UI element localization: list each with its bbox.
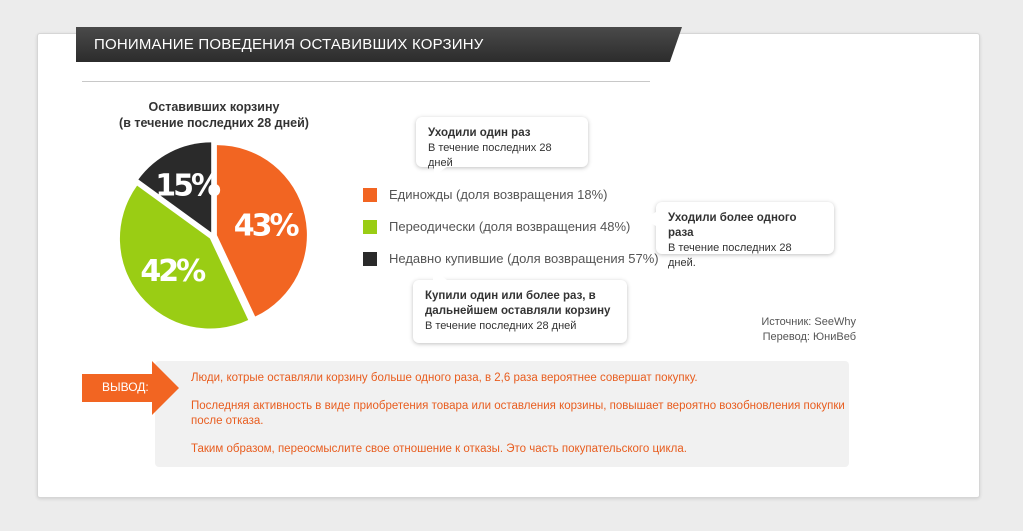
title-divider	[82, 81, 650, 82]
legend-label: Недавно купившие (доля возвращения 57%)	[389, 251, 659, 266]
legend-swatch-green	[363, 220, 377, 234]
pie-slice-once	[216, 145, 307, 317]
page-title: ПОНИМАНИЕ ПОВЕДЕНИЯ ОСТАВИВШИХ КОРЗИНУ	[76, 27, 682, 62]
pie-slice-label: 42%	[140, 254, 206, 289]
legend-label: Единожды (доля возвращения 18%)	[389, 187, 608, 202]
legend-label: Переодически (доля возвращения 48%)	[389, 219, 631, 234]
callout-bought-and-left: Купили один или более раз, в дальнейшем …	[413, 270, 627, 343]
callout-left-once: Уходили один раз В течение последних 28 …	[416, 117, 588, 176]
callout-text: В течение последних 28 дней.	[668, 242, 792, 269]
legend-item-recent: Недавно купившие (доля возвращения 57%)	[363, 250, 659, 282]
pie-slice-periodic	[119, 185, 249, 329]
chart-legend: Единожды (доля возвращения 18%) Переодич…	[363, 186, 659, 282]
conclusion-label: ВЫВОД:	[102, 380, 149, 394]
callout-title: Уходили один раз	[428, 127, 531, 139]
callout-text: В течение последних 28 дней	[425, 320, 577, 332]
callout-title: Купили один или более раз, в дальнейшем …	[425, 290, 611, 317]
pie-chart: 43% 42% 15%	[119, 142, 307, 329]
callout-text: В течение последних 28 дней	[428, 142, 552, 169]
callout-left-multiple: Уходили более одного раза В течение посл…	[644, 202, 834, 269]
source-credit: Источник: SeeWhy Перевод: ЮниВеб	[700, 315, 856, 345]
source-line: Источник: SeeWhy	[761, 316, 856, 328]
translation-line: Перевод: ЮниВеб	[762, 331, 856, 343]
conclusion-paragraph: Последняя активность в виде приобретения…	[191, 400, 845, 427]
pie-slice-label: 15%	[155, 168, 221, 203]
callout-pointer	[434, 166, 448, 176]
callout-title: Уходили более одного раза	[668, 212, 797, 239]
legend-item-once: Единожды (доля возвращения 18%)	[363, 186, 659, 218]
conclusion-box: Люди, котрые оставляли корзину больше од…	[155, 361, 849, 467]
legend-item-periodic: Переодически (доля возвращения 48%)	[363, 218, 659, 250]
pie-slice-recent	[138, 142, 212, 233]
chart-title: Оставивших корзину (в течение последних …	[100, 99, 328, 131]
conclusion-paragraph: Люди, котрые оставляли корзину больше од…	[191, 372, 698, 384]
legend-swatch-orange	[363, 188, 377, 202]
callout-pointer	[644, 212, 656, 226]
legend-swatch-black	[363, 252, 377, 266]
chart-title-line: Оставивших корзину	[148, 100, 280, 114]
chart-subtitle-line: (в течение последних 28 дней)	[119, 116, 309, 130]
conclusion-arrow-tag: ВЫВОД:	[82, 361, 182, 415]
callout-pointer	[433, 270, 447, 280]
conclusion-paragraph: Таким образом, переосмыслите свое отноше…	[191, 443, 687, 455]
arrow-right-icon	[82, 361, 179, 415]
pie-slice-label: 43%	[234, 208, 300, 243]
